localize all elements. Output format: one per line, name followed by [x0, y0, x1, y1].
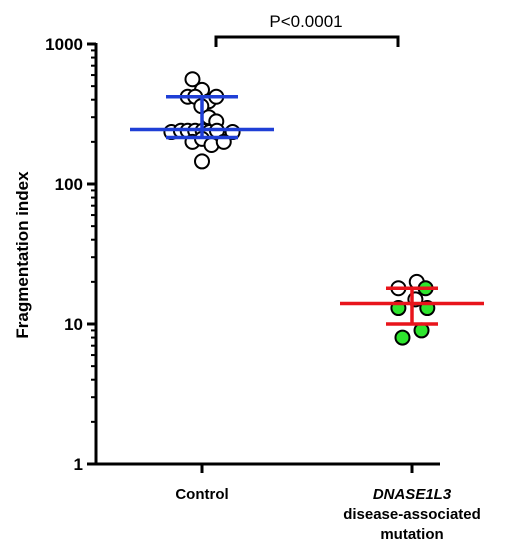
series-group	[130, 71, 274, 170]
y-tick-label: 100	[55, 175, 83, 194]
data-point	[194, 153, 210, 170]
x-category-label: DNASE1L3	[373, 486, 452, 503]
y-tick-label: 10	[64, 315, 83, 334]
marks	[130, 35, 484, 346]
y-tick-label: 1	[74, 455, 83, 474]
x-category-label-line: mutation	[380, 526, 443, 543]
axes: 1 10 100 1000 Control DNASE1L3 disease-associa…	[45, 35, 481, 543]
y-tick-label: 1000	[45, 35, 83, 54]
x-category-label-line: disease-associated	[343, 506, 481, 523]
x-category-label: Control	[175, 486, 228, 503]
data-point	[394, 329, 411, 346]
data-point	[184, 71, 201, 88]
series-group	[340, 273, 484, 346]
p-value-annotation: P<0.0001	[269, 12, 342, 31]
significance-bracket	[214, 35, 400, 47]
y-axis-label: Fragmentation index	[13, 171, 32, 339]
